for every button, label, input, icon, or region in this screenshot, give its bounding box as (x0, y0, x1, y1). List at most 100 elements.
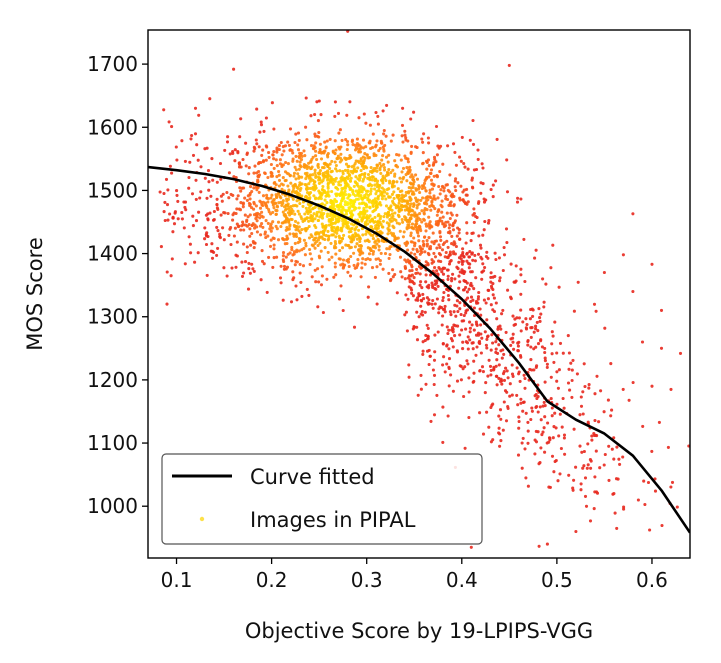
data-point (360, 261, 364, 265)
data-point (250, 262, 254, 266)
data-point (442, 290, 446, 295)
data-point (483, 265, 487, 270)
data-point (371, 204, 375, 208)
data-point (216, 207, 220, 211)
data-point (449, 337, 453, 341)
data-point (541, 404, 545, 408)
data-point (334, 163, 338, 168)
data-point (448, 250, 452, 254)
data-point (669, 485, 673, 489)
data-point (400, 275, 404, 279)
data-point (378, 146, 382, 150)
data-point (502, 253, 507, 257)
data-point (226, 211, 230, 216)
data-point (454, 163, 458, 167)
data-point (349, 229, 353, 234)
data-point (325, 214, 329, 218)
data-point (361, 233, 365, 237)
data-point (427, 283, 431, 287)
data-point (367, 184, 371, 188)
data-point (272, 256, 276, 260)
data-point (521, 320, 525, 324)
data-point (371, 210, 375, 214)
data-point (486, 288, 490, 292)
data-point (320, 216, 325, 220)
data-point (369, 165, 373, 170)
data-point (259, 160, 263, 165)
data-point (659, 308, 664, 312)
data-point (305, 216, 309, 220)
data-point (166, 188, 170, 192)
data-point (469, 545, 473, 549)
data-point (536, 395, 540, 399)
data-point (424, 196, 428, 200)
data-point (190, 192, 195, 196)
data-point (414, 199, 418, 203)
data-point (298, 201, 302, 206)
data-point (369, 187, 373, 191)
data-point (164, 177, 169, 181)
data-point (259, 123, 264, 127)
data-point (385, 212, 390, 216)
data-point (408, 165, 412, 169)
data-point (517, 415, 521, 419)
data-point (257, 175, 261, 179)
data-point (387, 206, 391, 210)
data-point (415, 177, 420, 181)
data-point (480, 336, 484, 340)
data-point (366, 246, 370, 250)
data-point (269, 162, 273, 167)
data-point (477, 339, 482, 343)
data-point (427, 236, 431, 240)
data-point (460, 260, 464, 264)
data-point (410, 222, 415, 226)
data-point (581, 412, 585, 416)
data-point (468, 138, 472, 142)
data-point (448, 201, 452, 205)
data-point (429, 178, 434, 182)
data-point (399, 180, 404, 184)
data-point (642, 479, 646, 483)
data-point (255, 230, 259, 234)
data-point (253, 147, 257, 151)
data-point (534, 324, 538, 328)
data-point (293, 140, 297, 145)
data-point (342, 208, 346, 212)
data-point (556, 479, 560, 483)
data-point (432, 194, 436, 198)
data-point (384, 174, 388, 178)
data-point (384, 204, 389, 208)
data-point (289, 181, 293, 185)
data-point (286, 202, 290, 206)
data-point (456, 226, 460, 230)
data-point (314, 196, 318, 200)
data-point (300, 175, 304, 179)
data-point (207, 188, 211, 192)
data-point (288, 223, 292, 227)
data-point (354, 197, 359, 201)
data-point (511, 314, 515, 318)
data-point (592, 302, 597, 306)
data-point (427, 362, 431, 367)
data-point (428, 188, 432, 192)
data-point (372, 154, 376, 158)
data-point (373, 215, 377, 219)
data-point (476, 148, 480, 152)
data-point (410, 291, 414, 295)
data-point (455, 213, 459, 217)
data-point (593, 490, 597, 494)
data-point (312, 147, 316, 151)
data-point (276, 238, 281, 242)
data-point (241, 157, 245, 162)
data-point (383, 168, 387, 172)
data-point (425, 296, 429, 300)
data-point (469, 281, 473, 285)
data-point (356, 166, 360, 170)
data-point (275, 195, 279, 200)
data-point (384, 197, 388, 201)
data-point (304, 206, 308, 210)
data-point (435, 213, 439, 217)
data-point (432, 413, 437, 417)
data-point (385, 247, 389, 251)
data-point (462, 394, 466, 399)
